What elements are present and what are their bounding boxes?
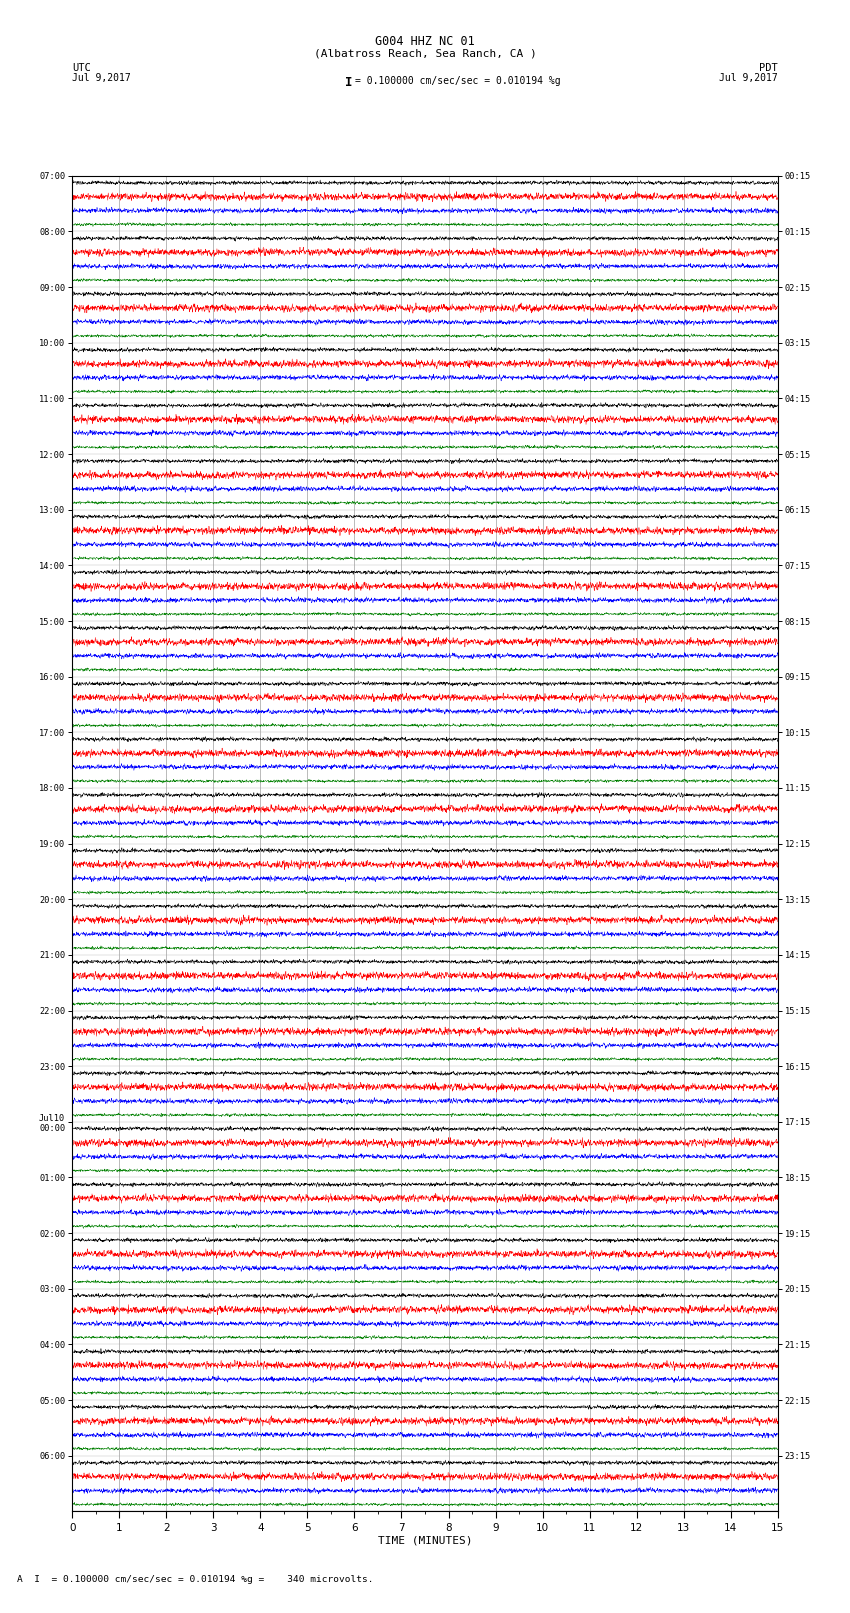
Text: = 0.100000 cm/sec/sec = 0.010194 %g: = 0.100000 cm/sec/sec = 0.010194 %g bbox=[355, 76, 561, 85]
Text: PDT: PDT bbox=[759, 63, 778, 73]
Text: Jul 9,2017: Jul 9,2017 bbox=[719, 73, 778, 82]
Text: A  I  = 0.100000 cm/sec/sec = 0.010194 %g =    340 microvolts.: A I = 0.100000 cm/sec/sec = 0.010194 %g … bbox=[17, 1574, 373, 1584]
Text: I: I bbox=[345, 76, 353, 89]
X-axis label: TIME (MINUTES): TIME (MINUTES) bbox=[377, 1536, 473, 1545]
Text: UTC: UTC bbox=[72, 63, 91, 73]
Text: G004 HHZ NC 01: G004 HHZ NC 01 bbox=[375, 35, 475, 48]
Text: Jul 9,2017: Jul 9,2017 bbox=[72, 73, 131, 82]
Text: (Albatross Reach, Sea Ranch, CA ): (Albatross Reach, Sea Ranch, CA ) bbox=[314, 48, 536, 58]
